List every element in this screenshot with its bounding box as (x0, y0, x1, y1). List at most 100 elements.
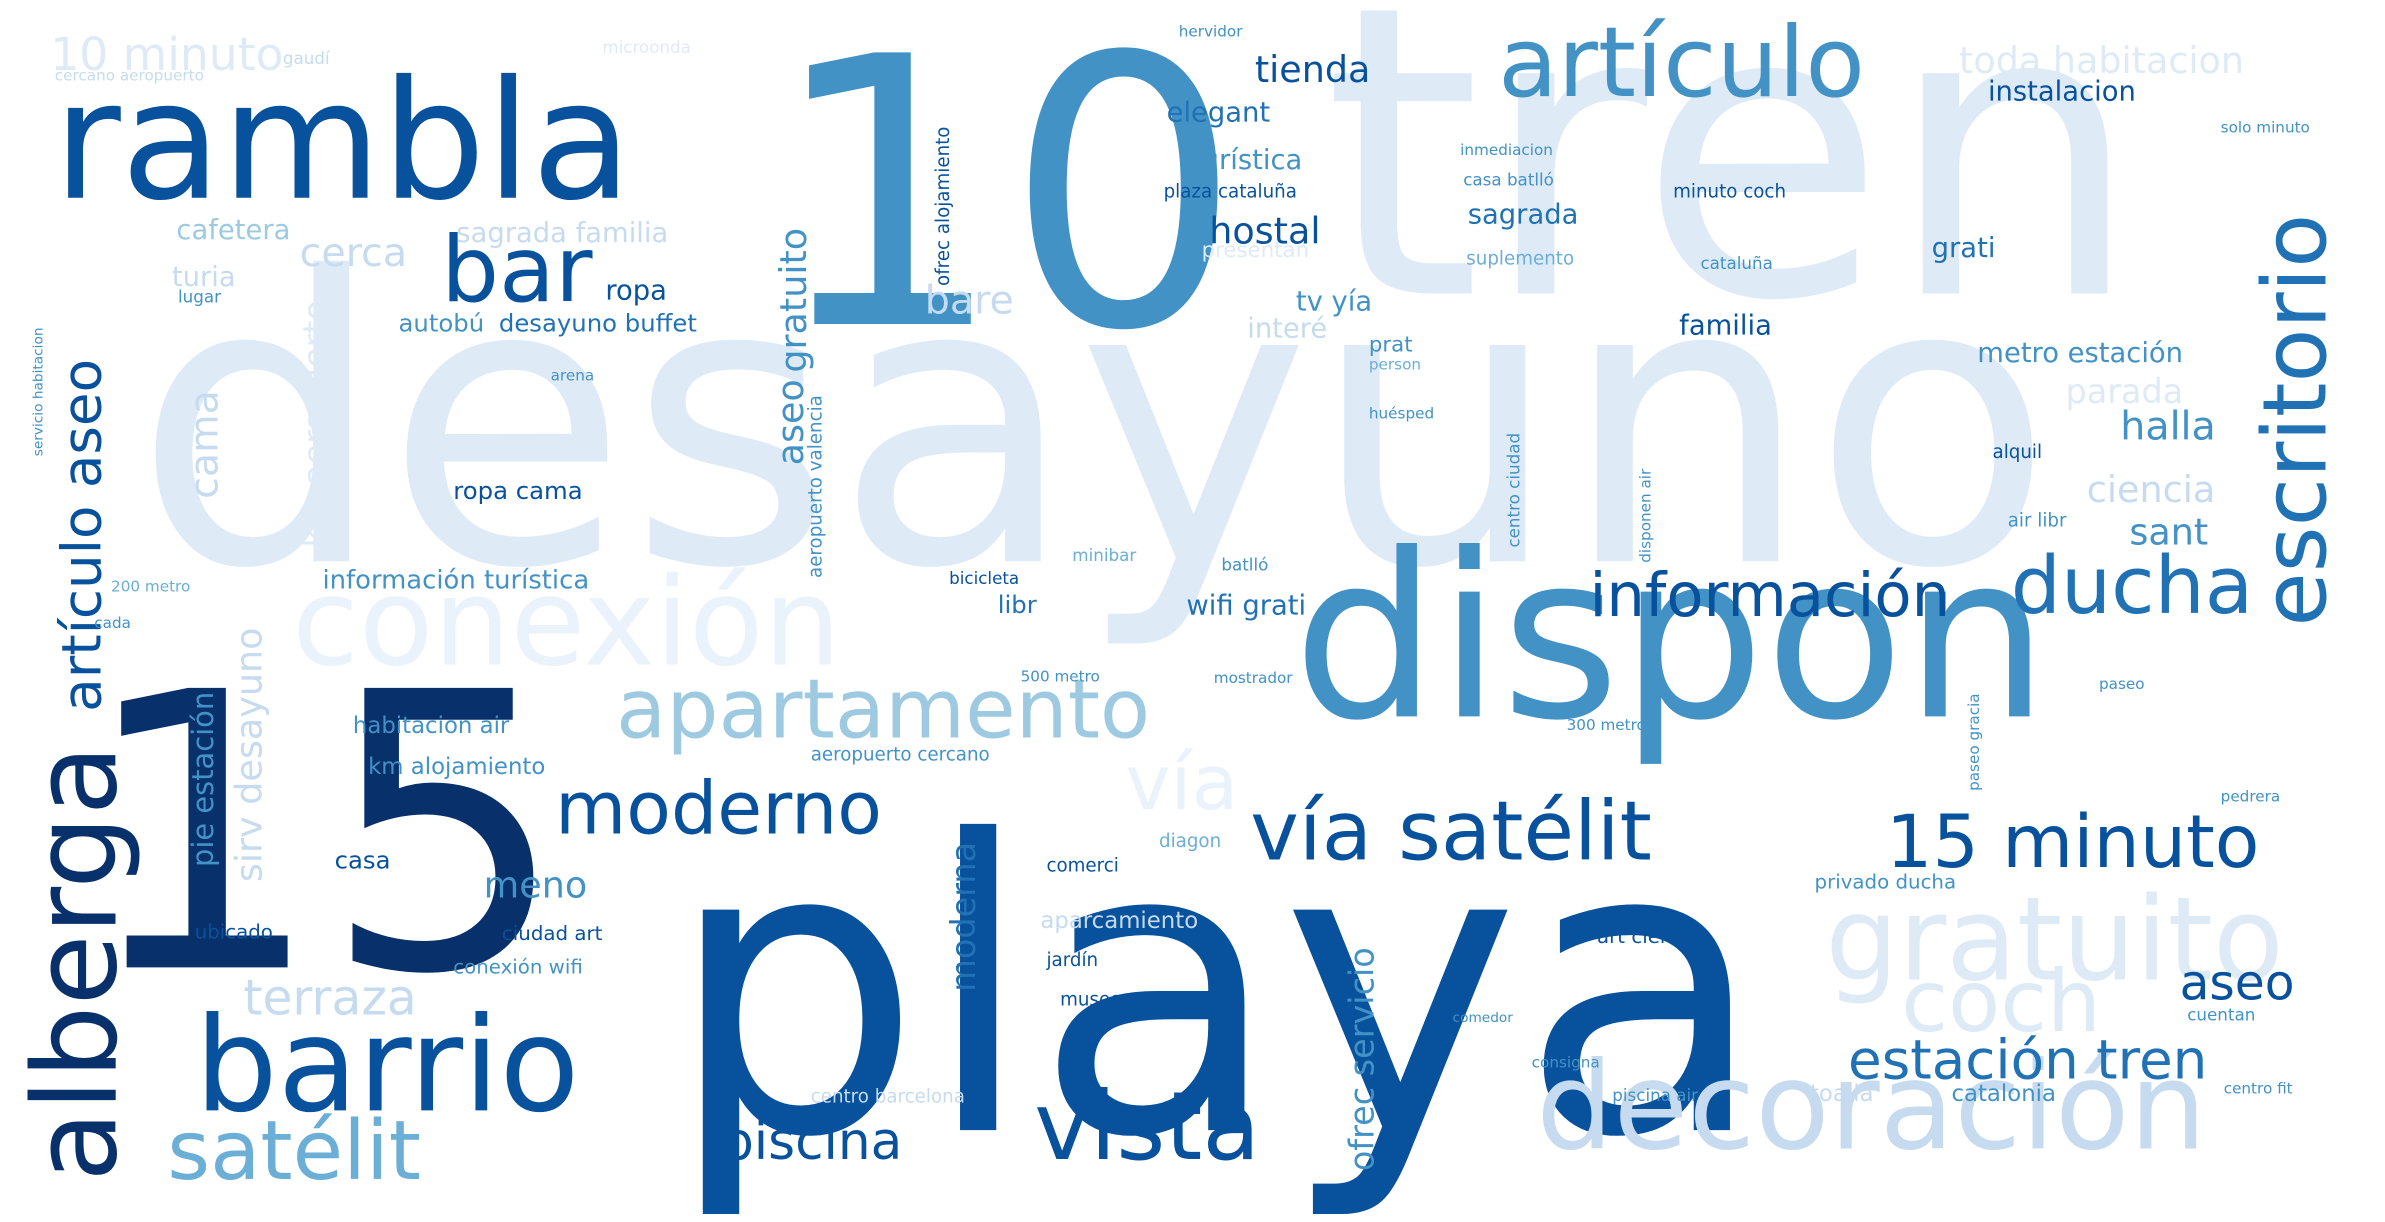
cloud-word: halla (2120, 404, 2216, 451)
cloud-word: solo minuto (2220, 120, 2310, 137)
cloud-word: bare (924, 278, 1014, 324)
cloud-word: cuentan (2187, 1005, 2256, 1026)
cloud-word: presentan (1201, 238, 1310, 264)
cloud-word: aeropuerto cercano (810, 743, 990, 766)
cloud-word: escritorio (2243, 213, 2347, 627)
cloud-word: piscina (720, 1111, 903, 1173)
cloud-word: tv yía (1295, 285, 1373, 318)
cloud-word: información (1589, 561, 1951, 632)
cloud-word: gratuito (1825, 871, 2284, 1007)
cloud-word: 500 metro (1020, 669, 1100, 686)
cloud-word: sagrada (1467, 199, 1579, 232)
cloud-word: person (1368, 357, 1422, 375)
cloud-word: libr (997, 590, 1037, 620)
cloud-word: suplemento (1466, 247, 1575, 270)
cloud-word: pie estación (187, 691, 221, 867)
cloud-word: piscina air (1612, 1085, 1699, 1106)
cloud-word: conexión wifi (453, 956, 583, 980)
cloud-word: habitacion air (352, 711, 510, 740)
cloud-word: metro estación (1977, 337, 2184, 370)
cloud-word: air libr (2007, 509, 2067, 531)
cloud-word: terraza (243, 968, 417, 1027)
cloud-word: aseo (2179, 953, 2295, 1012)
cloud-word: ciudad art (501, 923, 603, 947)
cloud-word: minibar (1072, 546, 1137, 566)
cloud-word: sant (2129, 511, 2209, 554)
cloud-word: mostrador (1213, 670, 1293, 688)
cloud-word: catalonia (1951, 1079, 2056, 1108)
cloud-word: prat (1368, 333, 1413, 358)
cloud-word: km alojamiento (368, 752, 546, 781)
cloud-word: lugar (177, 287, 221, 308)
cloud-word: ducha (2010, 541, 2254, 633)
cloud-word: elegant (1166, 97, 1271, 130)
cloud-word: 10 minuto (50, 28, 284, 83)
cloud-word: centro fit (2223, 1081, 2293, 1099)
cloud-word: 15 minuto (1886, 800, 2260, 886)
cloud-word: ubicado (194, 921, 273, 945)
cloud-word: vista (1034, 1070, 1261, 1182)
cloud-word: pedrera (2220, 789, 2281, 807)
cloud-word: sirv desayuno (228, 627, 271, 883)
cloud-word: paseo gracia (1966, 693, 1984, 791)
cloud-word: km aeropuerto (298, 299, 337, 548)
cloud-word: rambla (53, 47, 633, 238)
cloud-word: comerci (1046, 854, 1119, 877)
cloud-word: turia (171, 261, 236, 294)
cloud-word: cafetera (176, 214, 291, 247)
cloud-word: artículo (1498, 7, 1865, 121)
cloud-word: vía satélit (1250, 783, 1652, 880)
cloud-word: satélit (167, 1102, 422, 1199)
cloud-word: batlló (1221, 555, 1269, 575)
cloud-word: paseo (2098, 676, 2145, 694)
cloud-word: 200 metro (111, 579, 191, 597)
cloud-word: casa batlló (1463, 170, 1554, 191)
cloud-word: estación tren (1848, 1029, 2208, 1093)
cloud-word: tienda (1254, 48, 1371, 92)
cloud-word: grati (1931, 232, 1996, 265)
cloud-word: arena (550, 368, 595, 385)
cloud-word: bar (441, 217, 593, 324)
cloud-word: gratuito (772, 227, 816, 373)
cloud-word: ropa cama (453, 476, 583, 505)
cloud-word: minuto coch (1673, 180, 1787, 203)
cloud-word: alquil (1992, 441, 2043, 463)
cloud-word: plaza cataluña (1163, 180, 1297, 203)
cloud-word: turística (1190, 144, 1303, 177)
cloud-word: consigna (1531, 1055, 1600, 1073)
cloud-word: moderna (946, 841, 985, 992)
cloud-word: disponen air (1638, 468, 1655, 563)
cloud-word: aeropuerto valencia (804, 395, 826, 578)
cloud-word: centro barcelona (810, 1085, 965, 1108)
cloud-word: casa (334, 845, 391, 875)
cloud-word: aparcamiento (1040, 906, 1199, 934)
cloud-word: familia (1679, 310, 1772, 343)
cloud-word: diagon (1159, 830, 1222, 852)
cloud-word: apartamento (616, 661, 1151, 758)
cloud-word: gaudí (282, 48, 330, 69)
cloud-word: privado ducha (1814, 871, 1957, 895)
cloud-word: playa (666, 757, 1767, 1222)
cloud-word: cercano aeropuerto (54, 68, 204, 86)
cloud-word: museo (1060, 988, 1122, 1010)
cloud-word: artículo aseo (51, 358, 115, 712)
cloud-word: ofrec alojamiento (932, 126, 954, 286)
cloud-word: microonda (602, 38, 691, 58)
cloud-word: conexión (292, 552, 841, 694)
cloud-word: sagrada familia (456, 217, 669, 250)
cloud-word: 15 (79, 612, 567, 1059)
cloud-word: cada (94, 616, 131, 633)
cloud-word: cerca (299, 231, 408, 277)
cloud-word: 300 metro (1566, 717, 1646, 735)
cloud-word: toda habitacion (1959, 39, 2245, 83)
cloud-word: centro ciudad (1504, 432, 1525, 548)
cloud-word: vía (1125, 739, 1239, 828)
cloud-word: tren (1323, 0, 2142, 390)
cloud-word: hostal (1209, 209, 1321, 253)
cloud-word: toalla (1809, 1079, 1874, 1108)
cloud-word: comedor (1452, 1011, 1513, 1027)
cloud-word: alberga (7, 744, 143, 1182)
cloud-word: barcelona prat (873, 155, 895, 289)
cloud-word: wifi grati (1186, 590, 1307, 623)
